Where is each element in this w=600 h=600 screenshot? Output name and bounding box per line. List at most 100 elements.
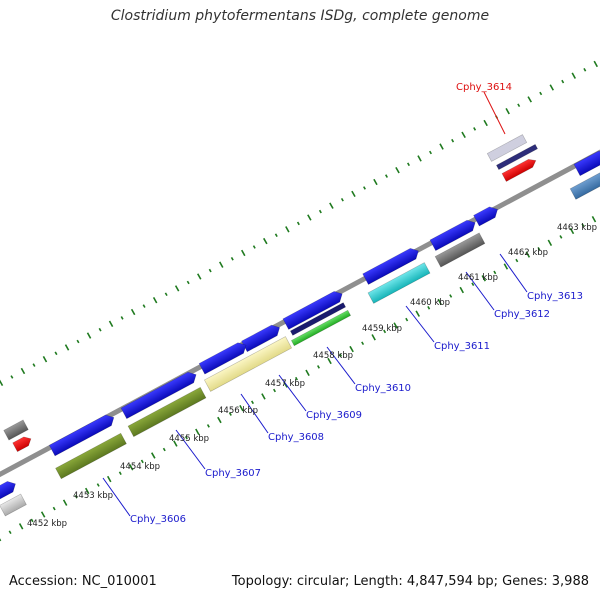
tick-mark bbox=[481, 275, 486, 282]
tick-mark bbox=[18, 523, 24, 530]
tick-mark bbox=[327, 357, 332, 365]
tick-mark bbox=[273, 388, 276, 393]
gene-label-cphy-3611: Cphy_3611 bbox=[434, 341, 490, 352]
gene-label-cphy-3613: Cphy_3613 bbox=[527, 291, 583, 302]
label-leader-line bbox=[326, 346, 356, 385]
tick-mark bbox=[405, 317, 409, 322]
tick-mark bbox=[473, 127, 477, 131]
tick-mark bbox=[184, 435, 188, 440]
tick-mark bbox=[208, 268, 212, 273]
tick-mark bbox=[547, 239, 553, 246]
tick-mark bbox=[483, 119, 488, 127]
gene-blue-box bbox=[282, 291, 343, 330]
tick-mark bbox=[415, 310, 420, 317]
tick-label: 4457 kbp bbox=[265, 379, 305, 389]
tick-mark bbox=[164, 292, 168, 297]
tick-mark bbox=[62, 499, 68, 506]
tick-mark bbox=[439, 143, 444, 150]
tick-mark bbox=[0, 538, 2, 542]
tick-marks bbox=[0, 60, 598, 542]
tick-mark bbox=[559, 235, 563, 239]
tick-label: 4452 kbp bbox=[27, 519, 67, 529]
tick-mark bbox=[64, 344, 70, 351]
tick-mark bbox=[219, 261, 224, 268]
tick-mark bbox=[417, 155, 422, 162]
tick-label: 4453 kbp bbox=[73, 491, 113, 501]
accession-text: Accession: NC_010001 bbox=[9, 574, 157, 589]
tick-mark bbox=[437, 298, 442, 306]
gene-red-box bbox=[12, 436, 32, 453]
tick-mark bbox=[120, 316, 124, 320]
gene-blue-box bbox=[120, 371, 197, 420]
label-leader-line bbox=[240, 393, 269, 434]
label-leader-line bbox=[499, 253, 528, 293]
tick-mark bbox=[217, 416, 222, 424]
gene-label-cphy-3607: Cphy_3607 bbox=[205, 468, 261, 479]
tick-mark bbox=[108, 320, 114, 327]
tick-mark bbox=[525, 251, 531, 258]
gene-label-cphy-3612: Cphy_3612 bbox=[494, 309, 550, 320]
tick-label: 4455 kbp bbox=[169, 434, 209, 444]
tick-mark bbox=[152, 297, 158, 304]
tick-mark bbox=[174, 285, 180, 292]
gene-blue-box bbox=[473, 206, 498, 227]
tick-mark bbox=[10, 375, 14, 379]
tick-mark bbox=[74, 495, 78, 499]
tick-mark bbox=[295, 376, 298, 381]
gene-label-cphy-3614: Cphy_3614 bbox=[456, 82, 512, 93]
tick-label: 4459 kbp bbox=[362, 324, 402, 334]
gene-label-cphy-3609: Cphy_3609 bbox=[306, 410, 362, 421]
tick-mark bbox=[305, 369, 310, 376]
gene-blue-box bbox=[362, 248, 419, 285]
tick-label: 4461 kbp bbox=[458, 273, 498, 283]
gene-blue-box bbox=[0, 481, 16, 502]
tick-mark bbox=[129, 464, 134, 471]
tick-mark bbox=[98, 327, 102, 332]
tick-mark bbox=[393, 322, 398, 329]
gene-cphy-3612-box bbox=[434, 232, 486, 268]
tick-mark bbox=[371, 334, 376, 341]
tick-mark bbox=[427, 306, 431, 310]
tick-mark bbox=[40, 511, 46, 518]
gene-blue-box bbox=[241, 324, 280, 353]
tick-mark bbox=[583, 68, 587, 72]
tick-mark bbox=[591, 216, 597, 223]
tick-mark bbox=[32, 363, 36, 367]
tick-label: 4458 kbp bbox=[313, 351, 353, 361]
gene-cphy-3609-box bbox=[289, 302, 347, 336]
genome-summary-text: Topology: circular; Length: 4,847,594 bp… bbox=[231, 574, 589, 589]
tick-label: 4460 kbp bbox=[410, 298, 450, 308]
tick-mark bbox=[373, 178, 378, 186]
tick-mark bbox=[118, 471, 122, 475]
gene-blue-box bbox=[198, 342, 247, 375]
tick-mark bbox=[539, 91, 543, 96]
tick-mark bbox=[505, 108, 510, 115]
tick-mark bbox=[0, 379, 4, 386]
tick-mark bbox=[130, 308, 136, 316]
tick-mark bbox=[571, 72, 576, 79]
tick-mark bbox=[251, 400, 254, 405]
gene-cphy-3610-box bbox=[290, 309, 352, 347]
tick-mark bbox=[285, 226, 290, 233]
tick-mark bbox=[317, 365, 320, 369]
tick-mark bbox=[503, 263, 509, 270]
tick-mark bbox=[261, 393, 266, 400]
gene-cphy-3614-box bbox=[486, 134, 528, 162]
label-leader-line bbox=[465, 271, 495, 311]
label-leader-line bbox=[102, 477, 131, 517]
tick-mark bbox=[593, 60, 598, 68]
tick-mark bbox=[527, 96, 532, 103]
tick-mark bbox=[407, 162, 410, 167]
tick-mark bbox=[54, 351, 58, 356]
gene-cphy-3606-box bbox=[55, 432, 127, 480]
tick-mark bbox=[206, 424, 210, 428]
tick-mark bbox=[162, 447, 166, 452]
tick-mark bbox=[107, 475, 112, 483]
gene-cphy-3608-box bbox=[203, 336, 293, 392]
tick-mark bbox=[20, 367, 26, 375]
tick-mark bbox=[296, 221, 300, 226]
tick-mark bbox=[581, 223, 585, 227]
tick-mark bbox=[449, 294, 453, 298]
gene-features bbox=[0, 134, 600, 517]
gene-labels: Cphy_3606 Cphy_3607 Cphy_3608 Cphy_3609 Cphy… bbox=[102, 82, 583, 525]
